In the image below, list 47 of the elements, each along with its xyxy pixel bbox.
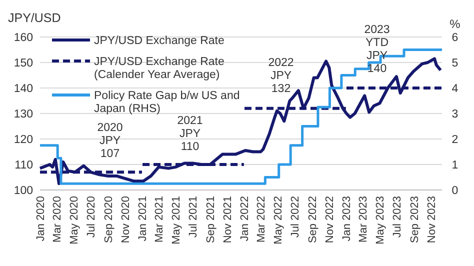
x-tick-label: Sep 2023	[408, 196, 421, 244]
y-tick-label: 160	[14, 32, 33, 44]
y2-tick-label: 1	[452, 160, 458, 172]
x-tick-label: Sep 2021	[204, 196, 217, 244]
y2-tick-label: 2	[452, 134, 458, 146]
legend-label: JPY/USD Exchange Rate	[94, 35, 224, 47]
y-axis-title: JPY/USD	[8, 11, 61, 25]
legend-label: JPY/USD Exchange Rate (Calender Year Average)	[94, 56, 224, 81]
y2-tick-label: 4	[452, 83, 459, 96]
x-tick-label: Jul 2023	[392, 196, 404, 238]
x-tick-label: May 2021	[170, 196, 183, 244]
x-tick-label: Mar 2021	[154, 196, 166, 242]
x-tick-label: Jan 2023	[341, 196, 354, 242]
x-tick-label: Jan 2020	[34, 196, 47, 242]
y-tick-label: 130	[14, 108, 33, 121]
y2-tick-label: 6	[452, 32, 458, 44]
x-tick-label: Nov 2021	[222, 196, 234, 244]
x-tick-label: Jul 2022	[290, 196, 302, 238]
annotation: 2022 JPY 132	[268, 57, 294, 95]
x-tick-label: Nov 2020	[120, 196, 132, 244]
y-tick-label: 140	[14, 83, 33, 96]
y-tick-label: 110	[14, 160, 33, 172]
x-tick-label: Jan 2021	[137, 196, 150, 242]
x-tick-label: Mar 2023	[358, 196, 370, 242]
y2-axis-title: %	[450, 17, 461, 31]
y2-tick-label: 3	[452, 108, 458, 121]
x-tick-label: May 2023	[374, 196, 387, 244]
annotation: 2023 YTD JPY 140	[364, 24, 390, 75]
y2-tick-label: 5	[452, 58, 458, 70]
x-tick-label: Mar 2020	[52, 196, 64, 242]
x-tick-label: Nov 2023	[426, 196, 438, 244]
x-tick-label: May 2022	[272, 196, 285, 244]
y2-tick-label: 0	[452, 185, 458, 198]
y-tick-label: 120	[14, 134, 33, 146]
x-tick-label: Nov 2022	[324, 196, 336, 244]
x-tick-label: May 2020	[68, 196, 81, 244]
x-tick-label: Jul 2020	[86, 196, 98, 238]
annotation: 2020 JPY 107	[97, 122, 123, 160]
y-tick-label: 150	[14, 58, 33, 70]
x-tick-label: Jul 2021	[188, 196, 200, 238]
annotation: 2021 JPY 110	[177, 115, 203, 153]
legend-label: Policy Rate Gap b/w US and Japan (RHS)	[94, 90, 240, 115]
x-tick-label: Jan 2022	[239, 196, 252, 242]
x-tick-label: Mar 2022	[256, 196, 268, 242]
y-tick-label: 100	[14, 185, 33, 198]
x-tick-label: Sep 2020	[103, 196, 116, 244]
x-tick-label: Sep 2022	[306, 196, 319, 244]
